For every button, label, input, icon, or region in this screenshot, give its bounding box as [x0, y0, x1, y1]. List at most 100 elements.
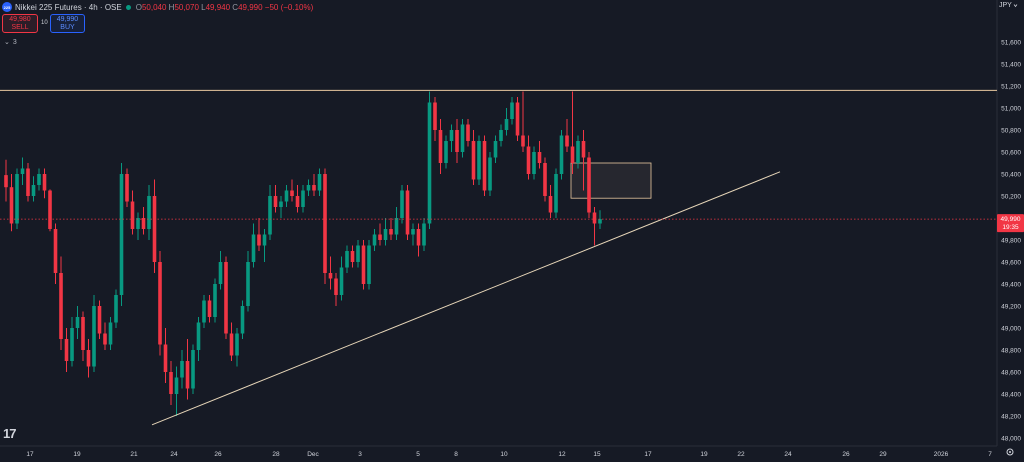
candle-body — [400, 190, 404, 218]
supply-zone-box[interactable] — [570, 162, 652, 199]
chevron-down-icon — [1013, 4, 1018, 8]
currency-selector[interactable]: JPY — [999, 2, 1018, 9]
candle-body — [471, 141, 476, 180]
candle-body — [279, 201, 283, 207]
price-tick-label: 48,800 — [1001, 348, 1021, 355]
trendline[interactable] — [151, 171, 781, 426]
candle-body — [180, 361, 184, 378]
candle-body — [455, 130, 459, 152]
candle-body — [460, 124, 465, 152]
candle-body — [504, 119, 509, 130]
candle-body — [482, 141, 487, 191]
candle-body — [196, 322, 201, 350]
candle-body — [389, 229, 393, 235]
candle-body — [488, 157, 492, 191]
high-value: 50,070 — [174, 2, 199, 12]
time-tick-label: 26 — [842, 451, 850, 458]
price-tick-label: 48,000 — [1001, 436, 1021, 443]
candle-body — [438, 130, 443, 163]
candle-body — [587, 157, 591, 213]
time-tick-label: Dec — [307, 451, 319, 458]
spread-value: 10 — [41, 20, 48, 26]
time-tick-label: 17 — [26, 451, 34, 458]
candle-body — [108, 322, 113, 345]
candle-body — [328, 273, 333, 279]
candle-body — [92, 306, 96, 367]
buy-label: BUY — [60, 23, 75, 31]
candle-body — [31, 185, 36, 196]
price-tick-label: 49,000 — [1001, 326, 1021, 333]
candle-body — [306, 185, 311, 191]
candle-body — [235, 333, 239, 356]
time-tick-label: 21 — [130, 451, 138, 458]
candle-body — [15, 174, 19, 224]
candle-body — [268, 196, 272, 235]
buy-button[interactable]: 49,990 BUY — [50, 14, 85, 33]
candle-body — [427, 102, 432, 224]
candle-body — [9, 187, 14, 224]
candle-body — [372, 234, 377, 246]
close-value: 49,990 — [238, 2, 263, 12]
price-tick-label: 51,000 — [1001, 106, 1021, 113]
candle-body — [411, 229, 415, 235]
time-tick-label: 28 — [272, 451, 280, 458]
candle-body — [312, 185, 316, 191]
candle-body — [48, 190, 52, 229]
candle-body — [581, 141, 586, 158]
candle-body — [499, 130, 503, 141]
symbol-header: 225 Nikkei 225 Futures · 4h · OSE O50,04… — [2, 1, 313, 13]
bar-countdown-label: 19:35 — [1002, 224, 1019, 231]
price-tick-label: 48,600 — [1001, 370, 1021, 377]
time-tick-label: 22 — [737, 451, 745, 458]
candle-body — [273, 196, 278, 207]
candle-body — [81, 317, 85, 350]
price-tick-label: 49,600 — [1001, 260, 1021, 267]
gear-icon[interactable] — [1003, 447, 1017, 459]
candle-body — [229, 333, 234, 356]
time-tick-label: 10 — [500, 451, 508, 458]
buy-price: 49,990 — [56, 15, 79, 23]
candle-body — [416, 229, 421, 246]
candle-body — [301, 190, 305, 207]
candle-body — [59, 273, 63, 339]
time-tick-label: 5 — [416, 451, 420, 458]
indicators-count: 3 — [12, 38, 17, 46]
candle-body — [515, 102, 520, 136]
price-tick-label: 49,400 — [1001, 282, 1021, 289]
symbol-title[interactable]: Nikkei 225 Futures · 4h · OSE — [15, 2, 122, 12]
candle-body — [466, 124, 470, 141]
ohlc-values: O50,040 H50,070 L49,940 C49,990 −50 (−0.… — [136, 3, 314, 12]
candle-body — [64, 339, 69, 361]
tradingview-logo: 17 — [3, 426, 17, 441]
candle-body — [37, 174, 41, 185]
price-tick-label: 49,200 — [1001, 304, 1021, 311]
candle-body — [576, 141, 580, 163]
price-tick-label: 50,800 — [1001, 128, 1021, 135]
time-tick-label: 24 — [170, 451, 178, 458]
symbol-logo[interactable]: 225 — [2, 2, 12, 12]
candle-body — [543, 163, 547, 196]
candle-body — [378, 234, 382, 240]
candle-body — [53, 229, 58, 273]
low-value: 49,940 — [205, 2, 231, 12]
candle-body — [565, 135, 569, 147]
price-tick-label: 51,600 — [1001, 40, 1021, 47]
candle-body — [86, 350, 91, 367]
candle-body — [136, 218, 140, 229]
candle-body — [97, 306, 102, 334]
time-tick-label: 19 — [73, 451, 81, 458]
candle-body — [559, 135, 564, 174]
currency-label: JPY — [999, 2, 1012, 9]
price-tick-label: 50,600 — [1001, 150, 1021, 157]
chevron-down-icon: ⌄ — [4, 39, 10, 46]
sell-button[interactable]: 49,980 SELL — [2, 14, 38, 33]
time-tick-label: 15 — [593, 451, 601, 458]
price-tick-label: 48,200 — [1001, 414, 1021, 421]
candle-body — [191, 350, 195, 389]
indicators-toggle[interactable]: ⌄ 3 — [4, 38, 17, 47]
candle-body — [493, 141, 498, 158]
candle-body — [246, 262, 250, 306]
last-price-label: 49,990 — [1001, 216, 1021, 223]
candle-body — [257, 234, 261, 246]
